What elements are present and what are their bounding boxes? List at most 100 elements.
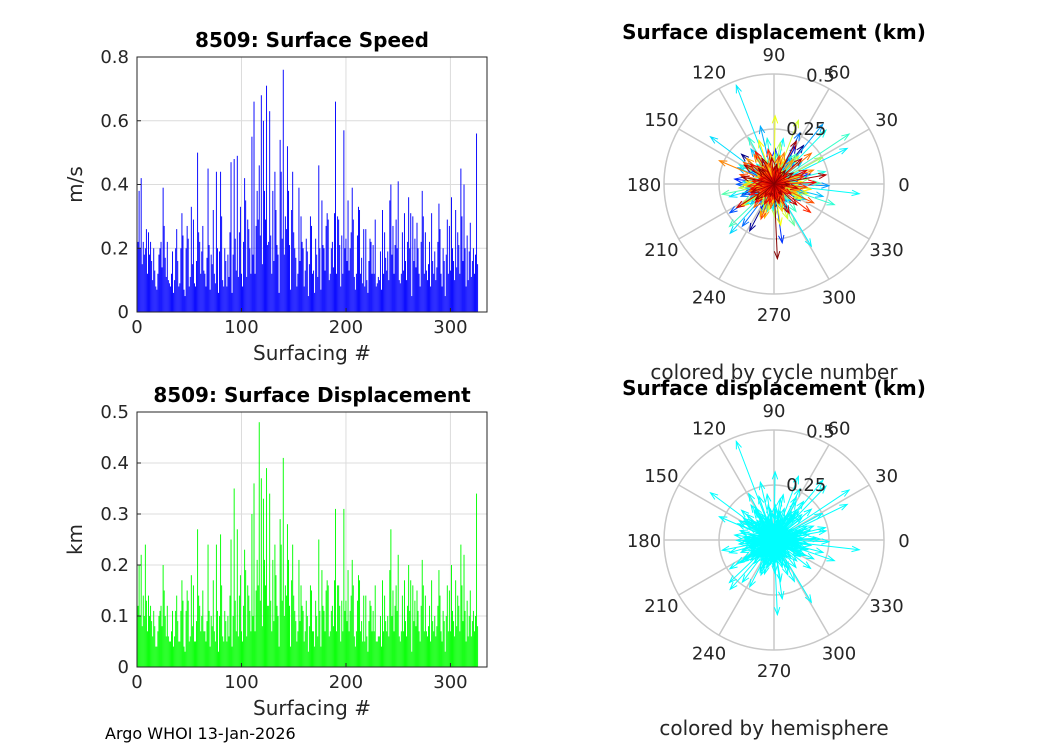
vector-arrowhead: [778, 507, 786, 517]
vector-arrowhead: [802, 561, 812, 570]
displacement-vector: [773, 140, 797, 185]
vector-arrowhead: [789, 183, 800, 191]
bar: [301, 241, 303, 312]
bar: [363, 229, 365, 312]
displacement-vector: [773, 181, 816, 185]
bar: [189, 636, 191, 667]
bar: [292, 544, 294, 667]
y-tick-label: 0.2: [100, 555, 129, 576]
bar: [251, 136, 253, 312]
vector-arrowhead: [754, 181, 763, 187]
vector-arrowhead: [826, 555, 836, 562]
bar: [365, 595, 367, 667]
bar: [446, 219, 448, 312]
bar: [457, 232, 459, 312]
bar: [330, 248, 332, 312]
bar: [347, 570, 349, 667]
vector-arrowhead: [743, 164, 753, 172]
vector-arrowhead: [818, 485, 827, 494]
vector-arrowhead: [815, 191, 825, 198]
bar: [307, 651, 309, 667]
bar: [298, 187, 300, 312]
bar: [280, 171, 282, 312]
bar: [312, 631, 313, 667]
vector-arrowhead: [754, 192, 764, 201]
polar-angle-label: 150: [644, 110, 678, 131]
bar: [335, 101, 336, 312]
bar: [177, 261, 179, 312]
bar: [182, 235, 184, 312]
polar-radius-label: 0.5: [806, 422, 835, 443]
bar: [370, 605, 372, 667]
bar: [359, 210, 361, 312]
bar: [325, 590, 327, 667]
bar: [384, 595, 386, 667]
displacement-vector: [773, 539, 782, 552]
bar: [467, 636, 469, 667]
bar: [192, 219, 194, 312]
bar: [271, 273, 273, 312]
bar: [152, 280, 154, 312]
bar: [161, 626, 163, 667]
displacement-vector: [773, 183, 798, 206]
surface-speed-bar-chart: 0 100 200 300 0 0.2 0.4 0.6 0.8 8509: Surface Spe…: [63, 28, 488, 365]
vector-arrowhead: [790, 139, 798, 150]
bar: [225, 261, 227, 312]
bar: [141, 626, 143, 667]
bar: [462, 621, 464, 667]
bar: [224, 248, 226, 312]
bar: [290, 646, 292, 667]
bar: [315, 238, 317, 312]
bar: [242, 641, 243, 667]
bar: [239, 206, 241, 312]
vector-arrowhead: [741, 574, 750, 584]
bar: [362, 641, 364, 667]
bar: [276, 605, 278, 667]
displacement-vector: [773, 158, 802, 185]
bar: [312, 273, 313, 312]
bar: [162, 187, 164, 312]
vector-arrowhead: [789, 197, 798, 206]
vector-arrowhead: [778, 234, 785, 245]
bar: [140, 554, 142, 667]
bar: [439, 595, 441, 667]
vector-arrowhead: [777, 203, 784, 213]
bar: [143, 616, 145, 667]
displacement-vector: [761, 157, 775, 185]
vector-arrowhead: [793, 487, 801, 497]
bar: [232, 254, 234, 312]
bar: [368, 261, 370, 312]
bar: [447, 631, 449, 667]
displacement-vector: [744, 520, 775, 541]
vector-arrowhead: [748, 184, 759, 191]
bar: [242, 286, 243, 312]
bar: [336, 631, 338, 667]
axes-box: [136, 411, 488, 668]
displacement-vector: [755, 183, 775, 200]
bar: [397, 554, 399, 667]
bar: [338, 585, 340, 667]
bar: [353, 276, 355, 312]
vector-arrowhead: [798, 539, 809, 546]
vector-arrowhead: [815, 479, 824, 489]
bar: [206, 257, 208, 312]
bar: [400, 273, 402, 312]
bar: [352, 219, 354, 312]
bar: [298, 559, 300, 667]
bar: [231, 292, 233, 312]
bar: [316, 616, 318, 667]
bar: [180, 610, 182, 667]
bar: [467, 280, 469, 312]
y-tick-label: 0.3: [100, 504, 129, 525]
bar: [285, 229, 287, 312]
bar: [305, 238, 307, 312]
displacement-vector: [773, 530, 827, 541]
vector-arrowhead: [807, 179, 818, 186]
bar: [158, 616, 160, 667]
bar: [166, 605, 168, 667]
vector-arrowhead: [740, 509, 750, 518]
bar: [464, 248, 466, 312]
bar: [358, 575, 359, 667]
bar: [141, 264, 143, 312]
bar: [371, 631, 373, 667]
